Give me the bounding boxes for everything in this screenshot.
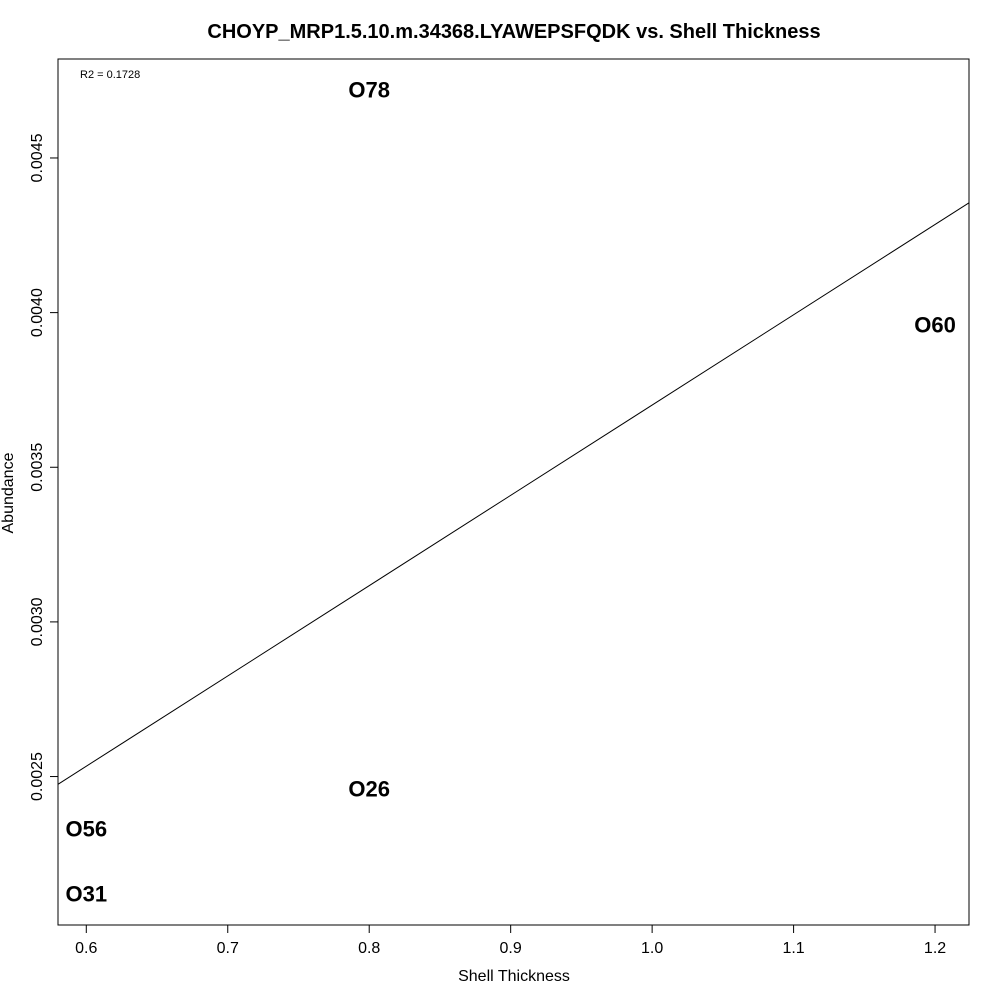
x-tick-label: 1.1 xyxy=(782,940,804,957)
regression-line xyxy=(57,202,970,785)
x-axis-label: Shell Thickness xyxy=(458,968,570,985)
x-axis: 0.6 0.7 0.8 0.9 1.0 1.1 1.2 xyxy=(75,925,946,957)
r2-annotation: R2 = 0.1728 xyxy=(80,69,140,81)
x-tick-label: 0.8 xyxy=(358,940,380,957)
x-tick-label: 1.0 xyxy=(641,940,663,957)
chart-title: CHOYP_MRP1.5.10.m.34368.LYAWEPSFQDK vs. … xyxy=(207,21,820,43)
x-tick-label: 1.2 xyxy=(924,940,946,957)
y-tick-label: 0.0045 xyxy=(29,133,46,182)
x-tick-label: 0.9 xyxy=(500,940,522,957)
point-label: O31 xyxy=(65,882,107,907)
data-labels: O78 O60 O26 O56 O31 xyxy=(65,77,955,906)
y-tick-label: 0.0030 xyxy=(29,597,46,646)
point-label: O60 xyxy=(914,312,956,337)
y-tick-label: 0.0025 xyxy=(29,752,46,801)
point-label: O56 xyxy=(65,817,107,842)
x-tick-label: 0.6 xyxy=(75,940,97,957)
y-tick-label: 0.0040 xyxy=(29,288,46,337)
y-tick-label: 0.0035 xyxy=(29,443,46,492)
point-label: O78 xyxy=(348,77,390,102)
y-axis-label: Abundance xyxy=(0,452,17,533)
x-tick-label: 0.7 xyxy=(217,940,239,957)
y-axis: 0.0025 0.0030 0.0035 0.0040 0.0045 xyxy=(29,133,58,801)
point-label: O26 xyxy=(348,776,390,801)
plot-frame xyxy=(57,58,970,926)
